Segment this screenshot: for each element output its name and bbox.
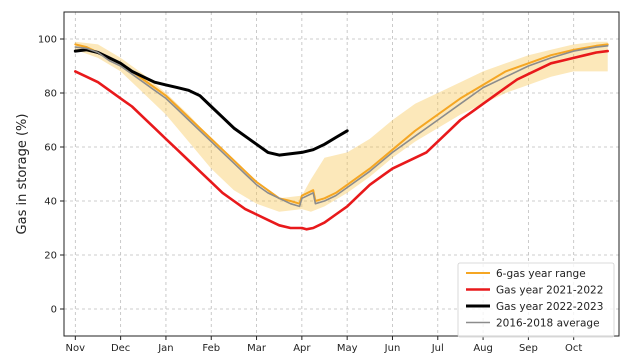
x-tick-label: Aug bbox=[473, 343, 493, 354]
x-tick-label: Jan bbox=[157, 343, 173, 354]
x-tick-label: Sep bbox=[519, 343, 538, 354]
range-band-area bbox=[75, 41, 608, 212]
legend-box bbox=[457, 262, 615, 338]
x-tick-label: Dec bbox=[111, 343, 130, 354]
legend-label: Gas year 2021-2022 bbox=[496, 285, 603, 297]
y-tick-label: 60 bbox=[44, 143, 57, 154]
x-tick-label: May bbox=[337, 343, 358, 354]
series-line-2 bbox=[73, 48, 349, 157]
legend: 6-gas year range Gas year 2021-2022 Gas ye… bbox=[457, 262, 615, 338]
range-band bbox=[75, 41, 608, 212]
y-tick-label: 20 bbox=[44, 251, 57, 262]
x-tick-label: Jul bbox=[431, 343, 444, 354]
x-tick-label: Feb bbox=[202, 343, 220, 354]
y-tick-label: 0 bbox=[51, 305, 57, 316]
x-tick-label: Jun bbox=[384, 343, 401, 354]
plot-frame bbox=[63, 11, 620, 337]
y-tick-label: 80 bbox=[44, 89, 57, 100]
x-tick-label: Apr bbox=[293, 343, 311, 354]
legend-label: Gas year 2022-2023 bbox=[496, 301, 603, 313]
y-axis: 0 20 40 60 80 100 bbox=[38, 35, 64, 316]
x-tick-label: Oct bbox=[565, 343, 582, 354]
legend-label: 6-gas year range bbox=[496, 268, 586, 280]
y-axis-label: Gas in storage (%) bbox=[15, 114, 30, 235]
series-line-0 bbox=[74, 43, 609, 205]
x-tick-label: Mar bbox=[247, 343, 267, 354]
series-line-1 bbox=[74, 49, 610, 231]
y-tick-label: 40 bbox=[44, 197, 57, 208]
x-tick-label: Nov bbox=[66, 343, 86, 354]
series-lines bbox=[73, 43, 610, 231]
series-line-3 bbox=[74, 44, 609, 208]
legend-label: 2016-2018 average bbox=[496, 318, 600, 330]
y-tick-label: 100 bbox=[38, 35, 57, 46]
